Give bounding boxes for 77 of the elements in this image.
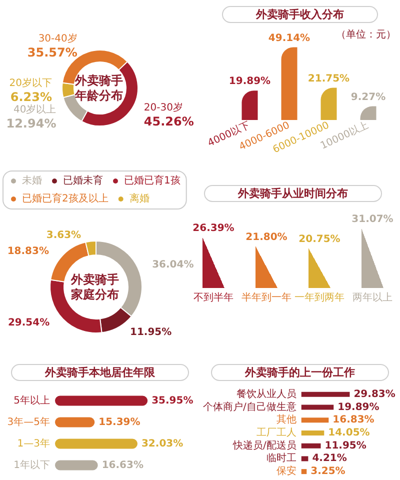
data-label: 35.57%: [27, 46, 78, 60]
bar: [256, 246, 278, 288]
y-tick-label: 保安: [276, 465, 296, 478]
data-label: 49.14%: [268, 32, 310, 44]
text: 外卖骑手年龄分布: [74, 74, 123, 102]
data-label: 21.75%: [308, 73, 350, 84]
data-label: 4.21%: [312, 453, 347, 464]
legend-label: 已婚已育2孩及以上: [22, 192, 108, 204]
bar: [55, 396, 148, 406]
data-label: 16.83%: [332, 414, 374, 426]
chart-title: 外卖骑手从业时间分布: [237, 187, 348, 200]
legend-label: 未婚: [22, 174, 42, 186]
bar: [301, 404, 334, 410]
data-label: 36.04%: [152, 259, 194, 270]
data-label: 18.83%: [7, 246, 49, 258]
x-tick-label: 半年到一年: [242, 292, 292, 304]
bar: [281, 47, 298, 120]
bar: [55, 438, 138, 449]
data-label: 11.95%: [130, 327, 172, 338]
data-label: 26.39%: [192, 222, 234, 234]
bar: [301, 430, 324, 436]
data-label: 11.95%: [324, 440, 366, 452]
legend-label: 已婚已育1孩: [124, 174, 180, 186]
y-tick-label: 其他: [276, 414, 296, 426]
y-tick-label: 餐饮从业人员: [236, 388, 296, 400]
bar: [301, 392, 350, 397]
data-label: 19.89%: [228, 76, 271, 88]
data-label: 29.54%: [8, 318, 50, 329]
bar: [301, 418, 329, 423]
slice-label: 30-40岁: [38, 32, 78, 45]
chart-title: 外卖骑手本地居住年限: [44, 366, 156, 379]
bar: [301, 469, 307, 474]
y-tick-label: 5年以上: [14, 394, 50, 406]
legend-label: 已婚未育: [63, 174, 103, 186]
data-label: 3.25%: [310, 466, 346, 478]
data-label: 45.26%: [144, 114, 194, 128]
data-label: 12.94%: [6, 116, 56, 131]
bar: [242, 90, 258, 120]
y-tick-label: 1—3年: [17, 437, 50, 450]
data-label: 16.63%: [102, 460, 144, 471]
y-tick-label: 工厂工人: [256, 428, 296, 438]
text: 外卖骑手家庭分布: [70, 272, 119, 302]
bar: [301, 443, 321, 448]
bar: [308, 248, 330, 288]
y-tick-label: 1年以下: [14, 458, 50, 471]
chart-subtitle: （单位：元）: [336, 28, 396, 40]
data-label: 31.07%: [352, 214, 394, 226]
data-label: 21.80%: [246, 232, 288, 243]
data-label: 3.63%: [46, 230, 82, 241]
bar: [55, 417, 95, 428]
data-label: 32.03%: [141, 438, 184, 450]
y-tick-label: 快递员/配送员: [232, 439, 296, 452]
x-tick-label: 一年到两年: [294, 292, 344, 304]
legend-label: 离婚: [129, 192, 150, 204]
x-tick-label: 两年以上: [352, 292, 392, 304]
slice-label: 20岁以下: [9, 77, 52, 90]
bar: [301, 456, 308, 462]
data-label: 29.83%: [354, 388, 396, 400]
y-tick-label: 临时工: [266, 452, 296, 464]
chart-title: 外卖骑手收入分布: [255, 8, 344, 21]
data-label: 9.27%: [350, 92, 386, 103]
x-tick-label: 不到半年: [194, 292, 234, 304]
data-label: 19.89%: [338, 402, 380, 413]
y-tick-label: 3年—5年: [7, 416, 50, 428]
data-label: 14.05%: [328, 428, 370, 438]
chart-title: 外卖骑手的上一份工作: [244, 366, 355, 379]
data-label: 15.39%: [98, 416, 140, 428]
slice-label: 20-30岁: [144, 101, 183, 114]
y-tick-label: 个体商户/自己做生意: [202, 400, 296, 413]
bar: [55, 460, 98, 470]
data-label: 35.95%: [152, 395, 194, 406]
bar: [320, 88, 337, 120]
slice-label: 40岁以上: [13, 104, 56, 116]
data-label: 6.23%: [10, 90, 52, 104]
bar: [202, 237, 224, 288]
bar: [362, 228, 384, 288]
data-label: 20.75%: [298, 234, 340, 245]
